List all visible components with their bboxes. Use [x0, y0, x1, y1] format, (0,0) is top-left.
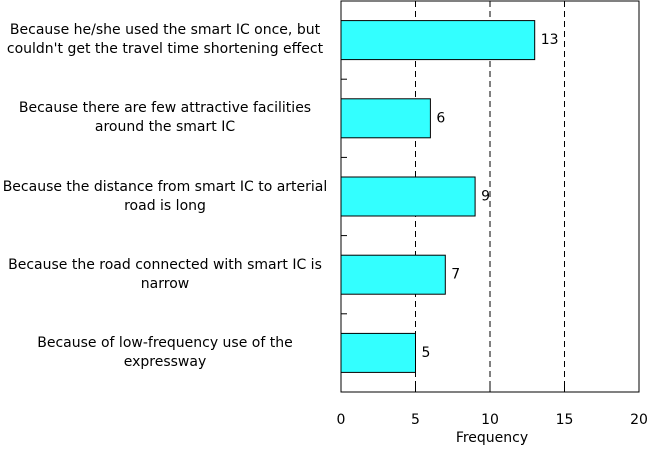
value-label: 5	[422, 345, 431, 361]
value-label: 7	[451, 267, 460, 283]
x-tick-label: 15	[556, 412, 574, 428]
value-label: 9	[481, 189, 490, 205]
category-label: Because he/she used the smart IC once, b…	[6, 22, 324, 58]
x-tick-label: 10	[481, 412, 499, 428]
bar	[340, 332, 416, 373]
x-tick-label: 5	[411, 412, 420, 428]
bar	[340, 20, 536, 61]
category-label: Because of low-frequency use of the expr…	[37, 334, 293, 370]
x-axis-title: Frequency	[456, 430, 528, 446]
category-label: Because there are few attractive facilit…	[18, 100, 312, 136]
bar	[340, 176, 476, 217]
category-label: Because the distance from smart IC to ar…	[2, 178, 328, 214]
category-label: Because the road connected with smart IC…	[8, 256, 322, 292]
x-tick-label: 20	[630, 412, 648, 428]
value-label: 6	[436, 110, 445, 126]
x-tick-label: 0	[337, 412, 346, 428]
bar	[340, 98, 431, 139]
bar	[340, 254, 446, 295]
value-label: 13	[541, 32, 559, 48]
